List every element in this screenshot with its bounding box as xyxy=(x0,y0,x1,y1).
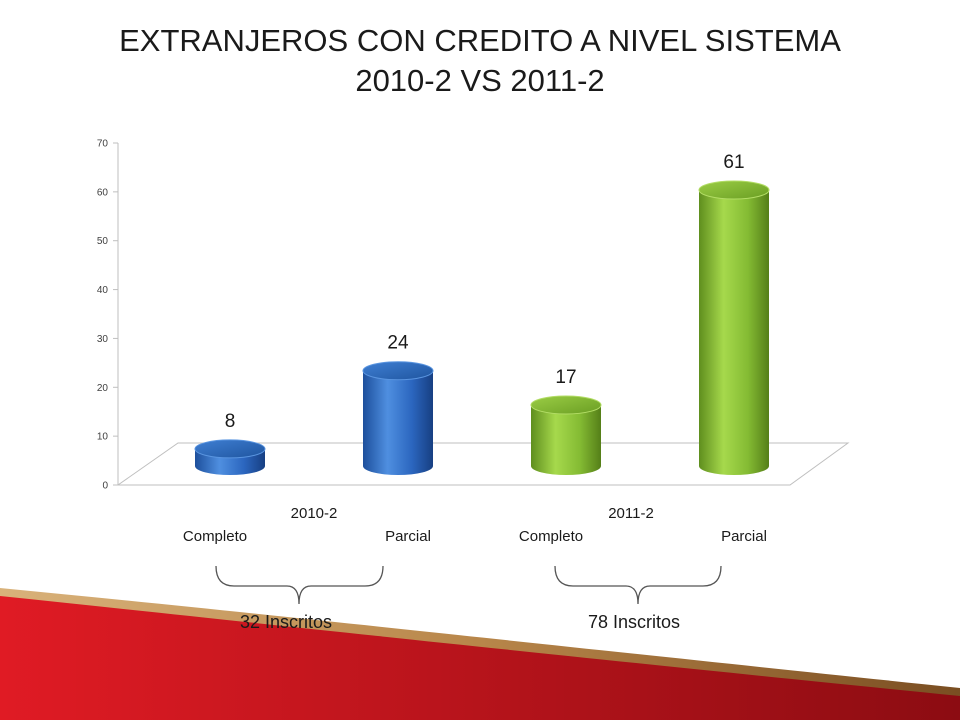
bracket-2010-2: 32 Inscritos xyxy=(215,565,384,632)
data-label: 17 xyxy=(555,367,576,388)
bar-body xyxy=(531,404,601,475)
y-tick-label: 50 xyxy=(97,236,109,247)
y-tick-label: 60 xyxy=(97,187,109,198)
y-tick-label: 10 xyxy=(97,432,109,443)
data-label: 24 xyxy=(387,333,409,354)
bar-2010-2-completo xyxy=(194,439,266,475)
x-group-label: 2010-2 xyxy=(291,505,338,522)
x-category-label: Parcial xyxy=(721,528,767,545)
bar-top xyxy=(362,361,434,381)
chart-floor xyxy=(116,442,850,486)
y-tick-label: 70 xyxy=(97,139,109,150)
data-label: 61 xyxy=(723,152,744,173)
y-tick-label: 40 xyxy=(97,285,109,296)
bracket-line xyxy=(215,565,384,605)
bracket-2011-2: 78 Inscritos xyxy=(554,565,722,632)
slide-title-line-2: 2010-2 VS 2011-2 xyxy=(355,63,605,98)
x-category-label: Parcial xyxy=(385,528,431,545)
bracket-label: 78 Inscritos xyxy=(588,612,680,632)
slide-title-line-1: EXTRANJEROS CON CREDITO A NIVEL SISTEMA xyxy=(119,23,841,58)
bar-top xyxy=(194,439,266,459)
bar-body xyxy=(363,370,433,475)
footer-swoosh xyxy=(0,588,960,720)
x-category-label: Completo xyxy=(183,528,247,545)
bracket-line xyxy=(554,565,722,605)
data-label: 8 xyxy=(225,411,236,432)
bar-top xyxy=(530,395,602,415)
y-tick-label: 20 xyxy=(97,383,109,394)
bar-2011-2-parcial xyxy=(698,180,770,475)
x-category-label: Completo xyxy=(519,528,583,545)
x-group-label: 2011-2 xyxy=(608,505,654,522)
bar-2011-2-completo xyxy=(530,395,602,475)
bar-2010-2-parcial xyxy=(362,361,434,475)
y-tick-label: 0 xyxy=(102,481,108,492)
bar-top xyxy=(698,180,770,200)
bar-body xyxy=(699,189,769,475)
y-tick-label: 30 xyxy=(97,334,109,345)
bracket-label: 32 Inscritos xyxy=(240,612,332,632)
